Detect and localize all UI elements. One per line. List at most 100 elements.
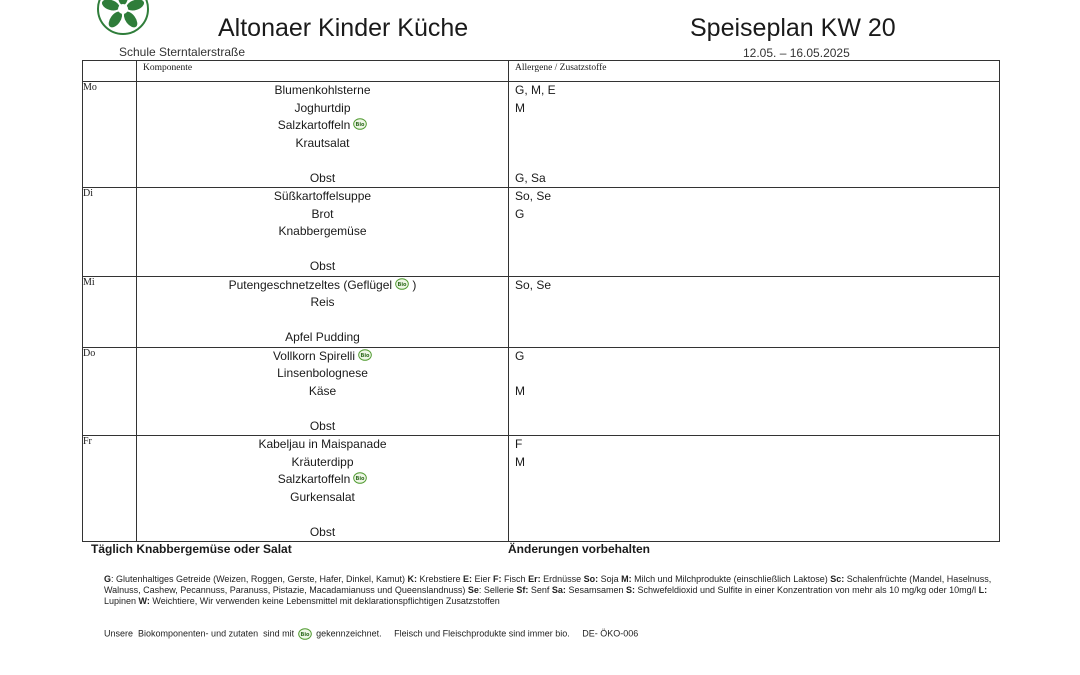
legend-code: M: bbox=[621, 574, 632, 584]
component-line: Salzkartoffeln Bio bbox=[137, 117, 508, 135]
allergen-codes bbox=[509, 471, 999, 489]
allergen-codes bbox=[509, 258, 999, 276]
day-label: Di bbox=[82, 187, 137, 277]
component-line bbox=[137, 241, 508, 259]
component-name: Obst bbox=[309, 170, 336, 185]
component-line: Kräuterdipp bbox=[137, 454, 508, 472]
allergen-codes bbox=[509, 117, 999, 135]
allergen-codes bbox=[509, 506, 999, 524]
changes-note: Änderungen vorbehalten bbox=[508, 542, 651, 556]
legend-code: Er: bbox=[528, 574, 541, 584]
week-dates: 12.05. – 16.05.2025 bbox=[743, 46, 850, 60]
component-name: Obst bbox=[309, 418, 336, 433]
component-line bbox=[137, 152, 508, 170]
legend-code: So: bbox=[583, 574, 599, 584]
components-cell: Putengeschnetzeltes (Geflügel Bio ) Reis Ap… bbox=[136, 275, 509, 348]
component-name: Krautsalat bbox=[295, 135, 350, 150]
bio-seal-icon: Bio bbox=[298, 628, 312, 640]
legend-code: W: bbox=[138, 596, 150, 606]
day-row: Fr Kabeljau in Maispanade Kräuterdipp Salzk… bbox=[82, 435, 1000, 542]
daily-note: Täglich Knabbergemüse oder Salat bbox=[91, 542, 292, 556]
day-label: Do bbox=[82, 346, 137, 436]
component-name: Blumenkohlsterne bbox=[274, 83, 371, 97]
menu-table-body: Mo Blumenkohlsterne Joghurtdip Salzkartoffe… bbox=[82, 81, 1000, 542]
component-line: Krautsalat bbox=[137, 135, 508, 153]
altonaer-kinder-kueche-logo-icon bbox=[97, 0, 149, 35]
component-name: Joghurtdip bbox=[294, 100, 351, 115]
header-allergens: Allergene / Zusatzstoffe bbox=[508, 60, 1000, 82]
day-label: Mi bbox=[82, 275, 137, 348]
header-component: Komponente bbox=[136, 60, 509, 82]
day-row: Do Vollkorn Spirelli Bio Linsenbolognese Käs… bbox=[82, 346, 1000, 436]
allergens-cell: So, Se G bbox=[508, 187, 1000, 277]
component-line: Gurkensalat bbox=[137, 489, 508, 507]
allergen-codes bbox=[509, 418, 999, 436]
allergen-codes bbox=[509, 524, 999, 542]
allergen-codes: So, Se bbox=[515, 189, 552, 203]
legend-text: Milch und Milchprodukte (einschließlich … bbox=[631, 574, 831, 584]
day-label: Mo bbox=[82, 81, 137, 188]
legend-text: : Sellerie bbox=[478, 585, 517, 595]
legend-code: L: bbox=[978, 585, 988, 595]
component-line: Käse bbox=[137, 383, 508, 401]
bio-note-after: gekennzeichnet. Fleisch und Fleischprodu… bbox=[316, 628, 639, 639]
allergen-codes bbox=[509, 489, 999, 507]
allergen-legend: G: Glutenhaltiges Getreide (Weizen, Rogg… bbox=[104, 574, 1004, 607]
component-name: Vollkorn Spirelli bbox=[272, 348, 356, 363]
component-name: Salzkartoffeln bbox=[277, 472, 351, 486]
header-day bbox=[82, 60, 137, 82]
components-cell: Kabeljau in Maispanade Kräuterdipp Salzkar… bbox=[136, 435, 509, 542]
component-name: Süßkartoffelsuppe bbox=[273, 189, 372, 203]
svg-text:Bio: Bio bbox=[356, 476, 366, 482]
allergen-codes bbox=[509, 241, 999, 259]
bio-seal-icon: Bio bbox=[353, 118, 368, 130]
component-line: Linsenbolognese bbox=[137, 365, 508, 383]
allergen-codes: So, Se bbox=[515, 277, 552, 292]
component-line: Blumenkohlsterne bbox=[137, 82, 508, 100]
legend-text: Schwefeldioxid und Sulfite in einer Konz… bbox=[634, 585, 979, 595]
component-line: Kabeljau in Maispanade bbox=[137, 436, 508, 454]
legend-code: Sc: bbox=[830, 574, 845, 584]
menu-table: Komponente Allergene / Zusatzstoffe Mo Bl… bbox=[82, 60, 1000, 542]
allergen-codes: G bbox=[515, 348, 525, 363]
allergen-codes: G bbox=[515, 206, 525, 221]
component-line: Obst bbox=[137, 258, 508, 276]
legend-text: Eier bbox=[472, 574, 494, 584]
legend-code: F: bbox=[493, 574, 502, 584]
allergen-codes: M bbox=[515, 100, 525, 115]
legend-text: : Glutenhaltiges Getreide (Weizen, Rogge… bbox=[111, 574, 408, 584]
svg-text:Bio: Bio bbox=[398, 282, 408, 288]
day-row: Di Süßkartoffelsuppe Brot Knabbergemüse Obst… bbox=[82, 187, 1000, 277]
allergen-codes bbox=[509, 294, 999, 312]
legend-text: Erdnüsse bbox=[540, 574, 584, 584]
legend-code: E: bbox=[463, 574, 473, 584]
legend-text: Fisch bbox=[501, 574, 529, 584]
bio-note-before: Unsere Biokomponenten- und zutaten sind … bbox=[104, 628, 295, 639]
allergen-codes bbox=[509, 400, 999, 418]
bio-seal-icon: Bio bbox=[395, 277, 409, 290]
legend-code: K: bbox=[407, 574, 418, 584]
svg-text:Bio: Bio bbox=[361, 353, 371, 359]
component-name: Salzkartoffeln bbox=[277, 118, 351, 132]
component-line: Putengeschnetzeltes (Geflügel Bio ) bbox=[137, 277, 508, 295]
legend-text: Schalenfrüchte (Mandel, Haselnuss, Walnu… bbox=[104, 574, 992, 595]
component-name: Kabeljau in Maispanade bbox=[258, 437, 387, 451]
component-name: Obst bbox=[309, 524, 336, 539]
bio-seal-icon: Bio bbox=[358, 348, 372, 361]
allergen-codes: F bbox=[515, 437, 523, 451]
component-name: Reis bbox=[310, 295, 335, 309]
component-name: Gurkensalat bbox=[290, 489, 355, 504]
component-line bbox=[137, 400, 508, 418]
school-name: Schule Sterntalerstraße bbox=[119, 45, 246, 59]
component-line: Apfel Pudding bbox=[137, 329, 508, 347]
component-line: Obst bbox=[137, 170, 508, 188]
allergen-codes: M bbox=[515, 383, 525, 398]
component-name: Linsenbolognese bbox=[277, 366, 368, 380]
allergen-codes bbox=[509, 223, 999, 241]
component-line: Joghurtdip bbox=[137, 100, 508, 118]
component-name: Putengeschnetzeltes (Geflügel bbox=[228, 277, 393, 292]
component-name: Brot bbox=[311, 206, 334, 221]
allergen-codes: G, Sa bbox=[515, 170, 546, 185]
